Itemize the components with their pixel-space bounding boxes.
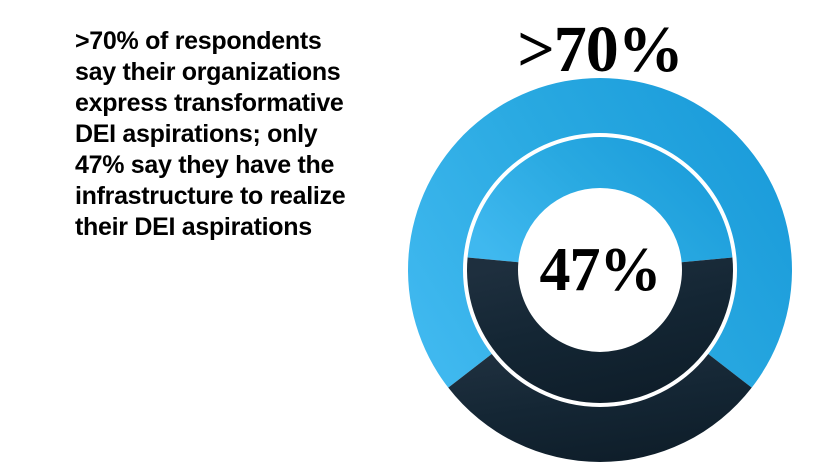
outer-ring-value-segment bbox=[408, 78, 792, 388]
inner-ring-value-label: 47% bbox=[539, 236, 662, 304]
caption-line: their DEI aspirations bbox=[75, 213, 312, 241]
caption-line: >70% of respondents bbox=[75, 27, 322, 55]
caption-line: 47% say they have the bbox=[75, 151, 335, 179]
inner-ring-value-segment bbox=[467, 136, 733, 263]
caption-line: express transformative bbox=[75, 89, 344, 117]
outer-ring-remainder-segment bbox=[448, 353, 752, 463]
caption-line: DEI aspirations; only bbox=[75, 120, 318, 148]
caption-line: infrastructure to realize bbox=[75, 182, 346, 210]
caption: >70% of respondents say their organizati… bbox=[75, 26, 405, 243]
inner-ring-remainder-segment bbox=[467, 257, 733, 403]
caption-line: say their organizations bbox=[75, 58, 341, 86]
outer-ring-value-label: >70% bbox=[517, 13, 684, 86]
